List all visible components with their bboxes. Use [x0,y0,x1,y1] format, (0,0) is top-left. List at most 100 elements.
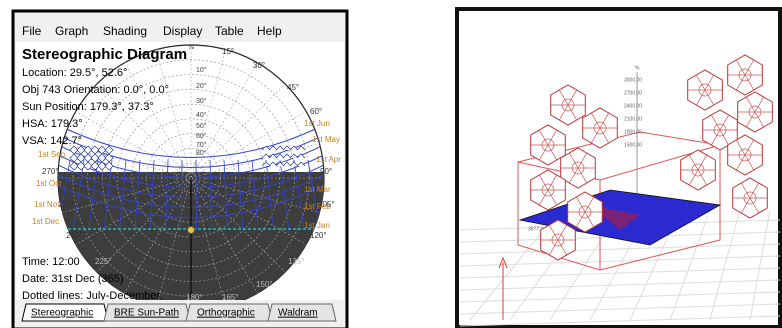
date-label: 1st Oct [36,179,62,188]
menu-item[interactable]: Help [257,24,282,38]
hex-hub [748,105,762,119]
altitude-label: 60° [196,132,207,140]
hex-spoke [599,127,609,143]
side-label: 3677.1 [528,226,544,232]
hex-spoke [557,225,567,241]
hour-line [237,159,244,231]
altitude-label: 80° [196,149,207,157]
hour-line [251,159,259,231]
shade-hatch [268,145,278,151]
shade-hatch [289,145,299,151]
hex-spoke [754,111,764,127]
date-label: 1st May [312,135,340,144]
date-label: 1st Sep [38,150,66,159]
altitude-ring [175,162,207,194]
shade-hatch [296,145,306,151]
axis-unit: % [635,65,640,71]
floor-grid [459,315,781,327]
menu-item[interactable]: Graph [55,24,88,38]
hex-hub [551,233,565,247]
azimuth-label: 255° [58,200,75,209]
azimuth-label: 225° [95,257,112,266]
axis-label: 3000.00 [624,77,642,83]
altitude-label: 30° [196,97,207,105]
azimuth-label: 60° [310,107,322,116]
hex-spoke [547,175,557,191]
shade-hatch [275,161,285,167]
shade-hatch [261,161,271,167]
hex-spoke [741,197,751,213]
hour-line [223,159,228,231]
menu-item[interactable]: Table [215,24,244,38]
hex-spoke [577,153,587,169]
hex-spoke [744,74,754,90]
tab-label[interactable]: Waldram [278,308,318,319]
hex-spoke [719,129,729,145]
hex-spoke [711,129,721,145]
hex-spoke [754,97,764,113]
date-label: 1st Jan [304,221,330,230]
hex-spoke [539,189,549,205]
tab-label[interactable]: Stereographic [31,308,93,319]
hex-spoke [567,90,577,106]
hex-hub [743,191,757,205]
hex-spoke [547,189,557,205]
floor-grid [749,209,771,321]
altitude-label: 70° [196,141,207,149]
date-label: 1st Feb [304,202,331,211]
hex-spoke [559,90,569,106]
tab-label[interactable]: Orthographic [197,308,255,319]
hex-spoke [547,130,557,146]
hex-spoke [696,75,706,91]
tab-label[interactable]: BRE Sun-Path [114,308,179,319]
hex-spoke [736,60,746,76]
hex-spoke [557,239,567,255]
hex-spoke [567,104,577,120]
3d-view: % 3000.00 2700.00 2400.00 2100.00 1800.00 1500… [459,54,781,327]
shade-hatch [296,161,306,167]
azimuth-label: 15° [222,47,234,56]
hour-line [265,159,274,231]
hex-spoke [746,97,756,113]
hex-spoke [704,75,714,91]
hex-spoke [559,104,569,120]
status-line: Date: 31st Dec (365) [22,273,124,285]
hour-line [88,159,99,231]
menu-item[interactable]: File [22,24,42,38]
azimuth-label: 135° [288,257,305,266]
info-line: HSA: 179.3° [22,118,83,130]
shade-hatch [282,145,292,151]
status-line: Time: 12:00 [22,256,80,268]
hex-spoke [744,140,754,156]
shade-hatch [289,161,299,167]
shade-hatch [268,161,278,167]
hour-line [279,159,290,231]
hex-spoke [744,154,754,170]
info-line: Obj 743 Orientation: 0.0°, 0.0° [22,84,169,96]
shade-hatch [261,153,271,159]
floor-grid [459,267,781,279]
hex-hub [541,183,555,197]
azimuth-label: 240° [66,231,83,240]
hex-spoke [749,197,759,213]
axis-label: 1500.00 [624,142,642,148]
date-label: 1st Dec [32,217,59,226]
hex-spoke [576,211,586,227]
azimuth-label: 90° [320,167,332,176]
menu-item[interactable]: Display [163,24,202,38]
hour-line [103,159,113,231]
tab-bar: Stereographic BRE Sun-Path Orthographic … [16,300,344,326]
hex-hub [691,163,705,177]
hex-spoke [584,197,594,213]
hour-line [134,159,141,231]
hex-hub [541,138,555,152]
shading-mask [58,124,324,311]
shade-hatch [104,153,114,163]
info-line: Location: 29.5°, 52.6° [22,67,127,79]
hex-spoke [704,89,714,105]
hex-spoke [711,115,721,131]
shade-hatch [104,161,114,171]
hex-spoke [719,115,729,131]
menu-item[interactable]: Shading [103,24,147,38]
